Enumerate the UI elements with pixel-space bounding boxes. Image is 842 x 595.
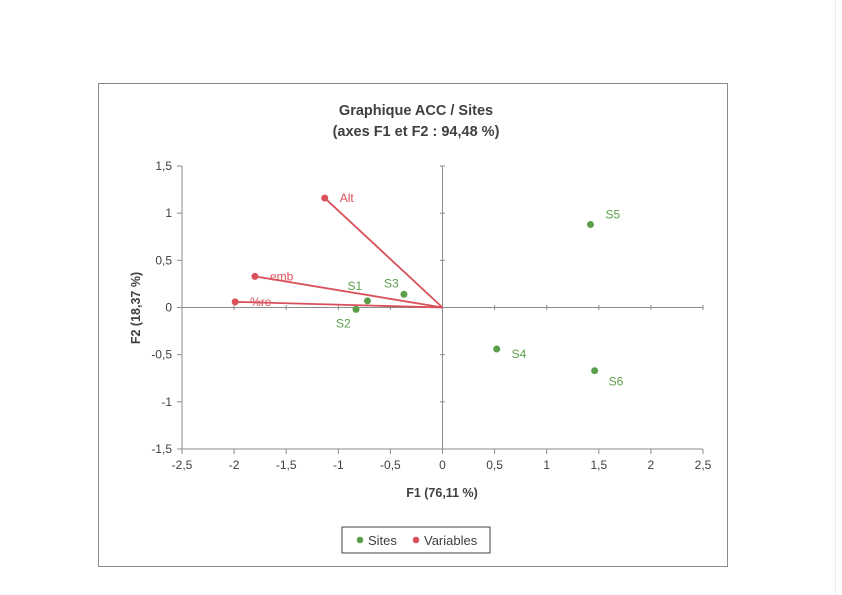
y-tick-label: 0,5 [155,253,172,267]
chart-subtitle: (axes F1 et F2 : 94,48 %) [333,124,500,140]
site-point-s5 [586,220,594,228]
variable-point-alt [321,194,329,202]
site-point-label: S2 [336,316,351,330]
chart-title: Graphique ACC / Sites [339,103,493,119]
data-points: Alt emb %re S1 S2 S3 S4 S5 S6 [231,191,624,389]
x-tick-label: -0,5 [380,458,401,472]
chart-frame [98,83,728,567]
site-point-s1 [363,297,371,305]
legend-marker-sites [356,536,364,544]
x-tick-label: 2,5 [695,458,712,472]
site-point-s6 [591,367,599,375]
site-point-label: S4 [512,347,527,361]
variable-vector-alt [324,197,444,309]
x-tick-label: -2 [229,458,240,472]
legend: Sites Variables [341,526,491,554]
variable-point-label: Alt [340,191,355,205]
y-tick-label: 1 [165,206,172,220]
y-tick-label: -0,5 [151,348,172,362]
legend-label-sites: Sites [368,533,397,548]
x-tick-label: -2,5 [172,458,193,472]
x-tick-label: 1 [543,458,550,472]
variable-vector-re [235,300,443,309]
variable-point-label: emb [270,269,294,283]
x-tick-label: -1,5 [276,458,297,472]
site-point-s3 [400,290,408,298]
site-point-label: S3 [384,276,399,290]
scan-edge [835,0,836,595]
legend-marker-variables [412,536,420,544]
x-tick-label: 0,5 [486,458,503,472]
y-tick-label: -1,5 [151,442,172,456]
variable-vectors [235,197,444,309]
x-tick-label: 0 [439,458,446,472]
y-axis-title: F2 (18,37 %) [129,272,143,344]
x-tick-label: 1,5 [590,458,607,472]
site-point-s4 [493,345,501,353]
variable-point-re [231,298,239,306]
y-tick-label: -1 [161,395,172,409]
axes: -2,5 -2 -1,5 -1 -0,5 0 0,5 1 1,5 2 2,5 1,5 1 0,5 0 -0,5… [151,159,711,472]
x-tick-label: 2 [648,458,655,472]
site-point-label: S6 [609,375,624,389]
y-tick-label: 0 [165,301,172,315]
site-point-label: S5 [605,207,620,221]
legend-label-variables: Variables [424,533,478,548]
x-axis-title: F1 (76,11 %) [406,486,478,500]
variable-vector-emb [254,275,443,309]
variable-point-emb [251,272,259,280]
site-point-label: S1 [347,279,362,293]
x-tick-label: -1 [333,458,344,472]
y-tick-label: 1,5 [155,159,172,173]
site-point-s2 [352,305,360,313]
variable-point-label: %re [250,295,272,309]
